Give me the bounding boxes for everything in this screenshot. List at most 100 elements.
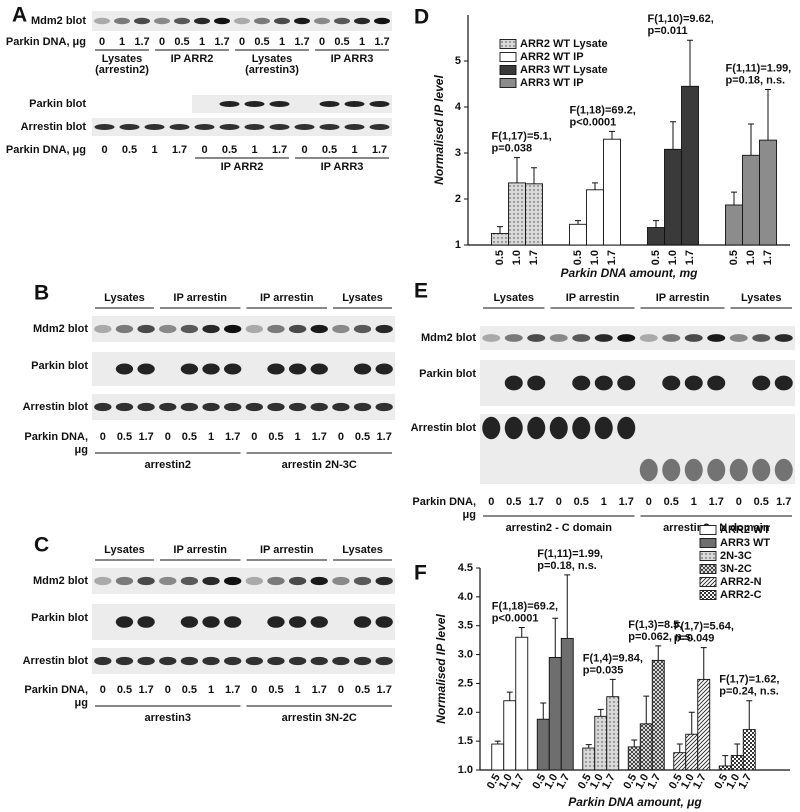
lane-label: 1 (295, 684, 301, 696)
dna-label: μg (75, 697, 88, 709)
band (94, 656, 112, 666)
bar (503, 700, 517, 771)
band (375, 576, 393, 586)
band (254, 17, 270, 25)
band (137, 402, 155, 412)
band (159, 324, 177, 334)
legend-swatch (499, 78, 517, 88)
panel-letter: B (34, 282, 49, 305)
annotation: p=0.062, n.s. (628, 631, 694, 643)
blot-label: Mdm2 blot (33, 323, 88, 335)
blot-strip (92, 604, 395, 640)
lane-label: 1 (295, 431, 301, 443)
band (319, 124, 340, 130)
x-tick-label: 0.5 (650, 250, 662, 265)
band (115, 402, 134, 412)
x-tick-label: 1.0 (511, 250, 523, 265)
construct-label: arrestin3 (145, 712, 191, 724)
error-bar (585, 744, 592, 749)
band (572, 416, 591, 440)
group-label: IP arrestin (173, 544, 227, 556)
annotation: p=0.24, n.s. (719, 686, 779, 698)
y-tick-label: 4 (455, 101, 462, 113)
y-tick-label: 1 (455, 239, 461, 251)
lane-label: 0 (101, 144, 107, 156)
band (549, 334, 568, 342)
bar (594, 715, 608, 771)
group-label: IP arrestin (260, 292, 314, 304)
error-bar (609, 130, 615, 140)
blot-label: Parkin blot (31, 360, 88, 372)
band (482, 416, 501, 440)
bar (685, 733, 699, 771)
lane-label: 0 (736, 496, 742, 508)
band (137, 363, 155, 375)
band (353, 402, 372, 412)
band (180, 576, 199, 586)
band (94, 124, 115, 130)
band (375, 363, 393, 375)
lane-label: 0 (100, 431, 106, 443)
group-label: Lysates (104, 544, 145, 556)
error-bar (688, 711, 695, 735)
annotation: p=0.049 (674, 633, 715, 645)
legend-swatch (699, 538, 717, 548)
band (137, 616, 155, 628)
lane-label: 1.7 (709, 496, 724, 508)
band (115, 324, 134, 334)
group-label: IP ARR2 (221, 161, 264, 173)
band (267, 656, 285, 666)
band (353, 656, 372, 666)
y-tick-label: 2.5 (458, 677, 473, 689)
band (369, 124, 390, 130)
band (115, 576, 134, 586)
band (115, 363, 134, 375)
band (707, 375, 726, 391)
group-label: Lysates (102, 53, 143, 65)
error-bar (655, 645, 662, 661)
band (180, 363, 199, 375)
group-label: Lysates (741, 292, 782, 304)
band (375, 324, 393, 334)
error-bar (653, 220, 659, 228)
dna-label: Parkin DNA, (412, 496, 476, 508)
blot-label: Parkin blot (31, 612, 88, 624)
bar (603, 138, 621, 246)
band (159, 402, 177, 412)
bar (491, 233, 509, 246)
blot-strip (92, 118, 392, 136)
band (332, 576, 350, 586)
bar (697, 678, 711, 771)
lane-label: 0.5 (754, 496, 769, 508)
error-bar (676, 743, 683, 753)
band (245, 576, 263, 586)
group-label: Lysates (104, 292, 145, 304)
lane-label: 1 (351, 144, 357, 156)
group-label: (arrestin3) (245, 64, 299, 76)
lane-label: 1.7 (138, 431, 153, 443)
band (729, 334, 748, 342)
band (267, 363, 285, 375)
band (310, 576, 328, 586)
lane-label: 1 (251, 144, 257, 156)
band (180, 616, 199, 628)
bar (651, 659, 665, 771)
band (353, 616, 372, 628)
y-axis-title: Normalised IP level (432, 75, 446, 185)
y-tick-label: 2.0 (458, 706, 473, 718)
band (353, 363, 372, 375)
band (234, 17, 250, 25)
blot-label: Mdm2 blot (421, 332, 476, 344)
legend-label: 3N-2C (720, 563, 752, 575)
lane-label: 0.5 (122, 144, 137, 156)
lane-label: 1 (691, 496, 697, 508)
error-bar (687, 39, 693, 87)
y-tick-label: 1.5 (458, 735, 473, 747)
group-label: IP ARR2 (171, 53, 214, 65)
band (684, 334, 703, 342)
bar (681, 85, 699, 246)
band (137, 656, 155, 666)
legend-label: ARR2 WT IP (520, 51, 584, 63)
lane-label: 0 (488, 496, 494, 508)
x-tick-label: 1.7 (600, 772, 618, 791)
